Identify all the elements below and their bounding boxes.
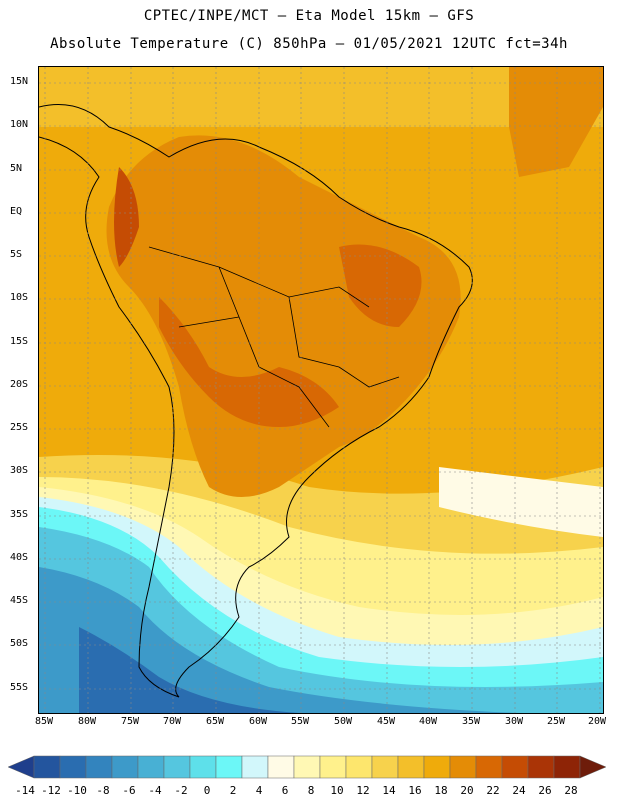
colorbar-label: 10: [330, 784, 344, 797]
colorbar-swatch: [85, 755, 113, 779]
colorbar-arrow-low: [7, 755, 35, 779]
lat-label: 10N: [10, 119, 29, 130]
lat-label: 5N: [10, 163, 23, 174]
colorbar-swatch: [371, 755, 399, 779]
colorbar-swatch: [527, 755, 555, 779]
colorbar-swatch: [319, 755, 347, 779]
colorbar-swatch: [501, 755, 529, 779]
colorbar-swatch: [397, 755, 425, 779]
lon-label: 30W: [504, 716, 524, 727]
colorbar-swatch: [215, 755, 243, 779]
lat-label: 45S: [10, 595, 29, 606]
lon-label: 25W: [546, 716, 566, 727]
lat-label: 15S: [10, 336, 29, 347]
lat-label: 15N: [10, 76, 29, 87]
colorbar-swatch: [345, 755, 373, 779]
colorbar-label: 4: [255, 784, 263, 797]
lat-label: 25S: [10, 422, 29, 433]
colorbar-swatch: [59, 755, 87, 779]
colorbar-label: 22: [486, 784, 500, 797]
colorbar-swatch: [189, 755, 217, 779]
colorbar-label: -2: [174, 784, 188, 797]
colorbar-label: 18: [434, 784, 448, 797]
colorbar-label: 8: [307, 784, 315, 797]
colorbar-swatch: [553, 755, 581, 779]
lon-label: 60W: [248, 716, 268, 727]
colorbar-swatch: [163, 755, 191, 779]
lon-label: 55W: [290, 716, 310, 727]
lat-label: 50S: [10, 638, 29, 649]
colorbar-label: 28: [564, 784, 578, 797]
colorbar-swatch: [293, 755, 321, 779]
colorbar-label: 14: [382, 784, 396, 797]
lat-label: 30S: [10, 465, 29, 476]
colorbar-swatch: [111, 755, 139, 779]
colorbar-label: -10: [67, 784, 87, 797]
lat-label: EQ: [10, 206, 23, 217]
lon-label: 75W: [120, 716, 140, 727]
colorbar-label: 16: [408, 784, 422, 797]
lat-label: 55S: [10, 682, 29, 693]
lon-label: 65W: [205, 716, 225, 727]
colorbar-label: 12: [356, 784, 370, 797]
colorbar-label: -8: [96, 784, 110, 797]
lon-label: 20W: [587, 716, 607, 727]
lat-label: 10S: [10, 292, 29, 303]
colorbar-swatch: [33, 755, 61, 779]
map-title: CPTEC/INPE/MCT – Eta Model 15km – GFS: [143, 8, 475, 24]
lon-label: 35W: [461, 716, 481, 727]
colorbar-arrow-high: [579, 755, 607, 779]
temperature-map: [38, 66, 604, 714]
colorbar-swatch: [241, 755, 269, 779]
colorbar-label: 24: [512, 784, 526, 797]
lat-label: 5S: [10, 249, 23, 260]
lon-label: 70W: [162, 716, 182, 727]
lon-label: 85W: [34, 716, 54, 727]
colorbar-swatch: [137, 755, 165, 779]
lon-label: 50W: [333, 716, 353, 727]
colorbar-label: 2: [229, 784, 237, 797]
colorbar-swatch: [449, 755, 477, 779]
colorbar-swatch: [423, 755, 451, 779]
colorbar-label: 6: [281, 784, 289, 797]
colorbar-swatch: [475, 755, 503, 779]
colorbar-label: 0: [203, 784, 211, 797]
lon-label: 80W: [77, 716, 97, 727]
map-subtitle: Absolute Temperature (C) 850hPa – 01/05/…: [50, 36, 568, 52]
lat-label: 35S: [10, 509, 29, 520]
colorbar: [7, 755, 607, 779]
lon-label: 40W: [418, 716, 438, 727]
colorbar-label: 26: [538, 784, 552, 797]
lon-label: 45W: [376, 716, 396, 727]
colorbar-swatch: [267, 755, 295, 779]
colorbar-label: -14: [15, 784, 35, 797]
colorbar-label: -4: [148, 784, 162, 797]
lat-label: 20S: [10, 379, 29, 390]
colorbar-label: -6: [122, 784, 136, 797]
colorbar-label: -12: [41, 784, 61, 797]
lat-label: 40S: [10, 552, 29, 563]
colorbar-label: 20: [460, 784, 474, 797]
